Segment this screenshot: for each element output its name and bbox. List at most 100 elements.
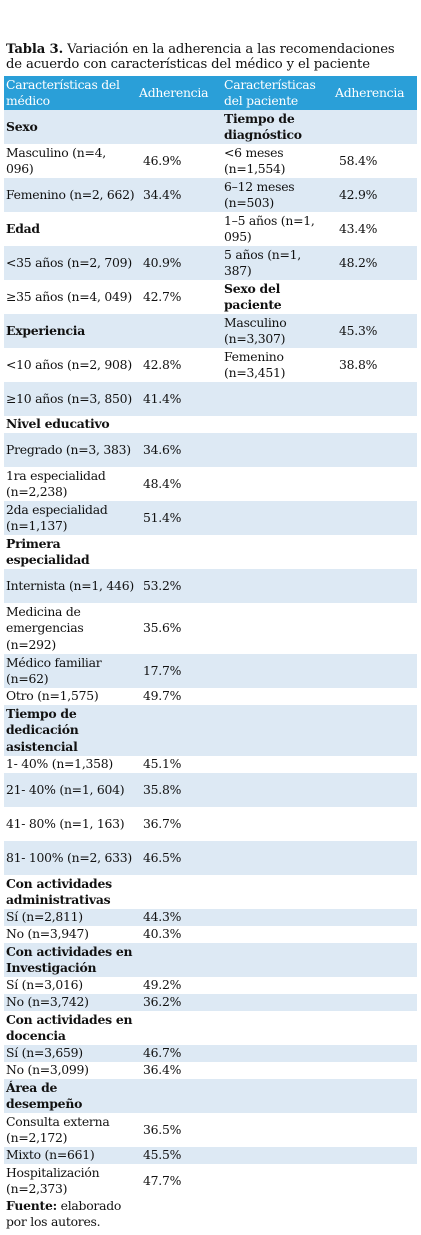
physician-characteristic-cell: Área de desempeño	[4, 1079, 137, 1113]
patient-characteristic-cell	[222, 773, 333, 807]
physician-adherence-cell	[137, 705, 222, 756]
patient-characteristic-cell	[222, 382, 333, 416]
physician-characteristic-cell: 81- 100% (n=2, 633)	[4, 841, 137, 875]
physician-characteristic-cell: <35 años (n=2, 709)	[4, 246, 137, 280]
patient-characteristic-cell: 1–5 años (n=1, 095)	[222, 212, 333, 246]
physician-characteristic-cell: ≥35 años (n=4, 049)	[4, 280, 137, 314]
patient-adherence-cell	[333, 467, 417, 501]
table-row: ≥10 años (n=3, 850) 41.4%	[4, 382, 417, 416]
patient-adherence-cell	[333, 280, 417, 314]
physician-characteristic-cell: Médico familiar (n=62)	[4, 654, 137, 688]
physician-adherence-cell	[137, 212, 222, 246]
physician-characteristic-cell: Sí (n=3,016)	[4, 977, 137, 994]
physician-adherence-cell	[137, 314, 222, 348]
patient-adherence-cell: 58.4%	[333, 144, 417, 178]
physician-adherence-cell: 36.4%	[137, 1062, 222, 1079]
patient-adherence-cell	[333, 807, 417, 841]
source-note: Fuente: elaborado por los autores.	[4, 1198, 137, 1232]
caption-text: Variación en la adherencia a las recomen…	[6, 42, 395, 72]
patient-characteristic-cell	[222, 501, 333, 535]
table-row: Consulta externa (n=2,172) 36.5%	[4, 1113, 417, 1147]
physician-characteristic-cell: Sexo	[4, 110, 137, 144]
physician-characteristic-cell: Hospitalización (n=2,373)	[4, 1164, 137, 1198]
patient-characteristic-cell	[222, 1062, 333, 1079]
patient-adherence-cell: 45.3%	[333, 314, 417, 348]
physician-characteristic-cell: 21- 40% (n=1, 604)	[4, 773, 137, 807]
patient-characteristic-cell	[222, 943, 333, 977]
patient-adherence-cell	[333, 569, 417, 603]
table-row: No (n=3,947) 40.3%	[4, 926, 417, 943]
table-row: Pregrado (n=3, 383) 34.6%	[4, 433, 417, 467]
table-row: Mixto (n=661) 45.5%	[4, 1147, 417, 1164]
physician-adherence-cell	[137, 416, 222, 433]
header-patient-characteristics: Características del paciente	[222, 76, 333, 110]
physician-adherence-cell: 35.8%	[137, 773, 222, 807]
patient-adherence-cell	[333, 1011, 417, 1045]
patient-adherence-cell	[333, 841, 417, 875]
patient-adherence-cell	[333, 756, 417, 773]
patient-characteristic-cell	[222, 841, 333, 875]
table-row: Experiencia Masculino (n=3,307) 45.3%	[4, 314, 417, 348]
table-row: Tiempo de dedicación asistencial	[4, 705, 417, 756]
physician-adherence-cell	[137, 875, 222, 909]
header-physician-adherence: Adherencia	[137, 76, 222, 110]
table-row: 21- 40% (n=1, 604) 35.8%	[4, 773, 417, 807]
table-row: Sí (n=2,811) 44.3%	[4, 909, 417, 926]
physician-characteristic-cell: Primera especialidad	[4, 535, 137, 569]
physician-adherence-cell: 42.8%	[137, 348, 222, 382]
patient-characteristic-cell	[222, 433, 333, 467]
physician-characteristic-cell: Tiempo de dedicación asistencial	[4, 705, 137, 756]
physician-adherence-cell: 48.4%	[137, 467, 222, 501]
patient-adherence-cell	[333, 1164, 417, 1198]
physician-characteristic-cell: Experiencia	[4, 314, 137, 348]
physician-adherence-cell: 45.1%	[137, 756, 222, 773]
physician-adherence-cell: 46.9%	[137, 144, 222, 178]
patient-characteristic-cell	[222, 1011, 333, 1045]
table-row: 41- 80% (n=1, 163) 36.7%	[4, 807, 417, 841]
patient-characteristic-cell	[222, 926, 333, 943]
physician-adherence-cell: 46.5%	[137, 841, 222, 875]
physician-adherence-cell: 53.2%	[137, 569, 222, 603]
patient-characteristic-cell	[222, 1164, 333, 1198]
patient-characteristic-cell: 5 años (n=1, 387)	[222, 246, 333, 280]
table-row: No (n=3,099) 36.4%	[4, 1062, 417, 1079]
table-row: 1- 40% (n=1,358) 45.1%	[4, 756, 417, 773]
patient-characteristic-cell	[222, 416, 333, 433]
patient-adherence-cell	[333, 688, 417, 705]
physician-adherence-cell: 34.4%	[137, 178, 222, 212]
physician-characteristic-cell: 1ra especialidad (n=2,238)	[4, 467, 137, 501]
physician-characteristic-cell: No (n=3,742)	[4, 994, 137, 1011]
physician-adherence-cell	[137, 535, 222, 569]
table-row: Con actividades administrativas	[4, 875, 417, 909]
patient-characteristic-cell	[222, 909, 333, 926]
patient-adherence-cell	[333, 909, 417, 926]
table-row: Con actividades en docencia	[4, 1011, 417, 1045]
patient-characteristic-cell	[222, 1113, 333, 1147]
physician-characteristic-cell: Nivel educativo	[4, 416, 137, 433]
empty-cell	[137, 1198, 222, 1232]
patient-characteristic-cell: <6 meses (n=1,554)	[222, 144, 333, 178]
physician-characteristic-cell: Internista (n=1, 446)	[4, 569, 137, 603]
patient-adherence-cell	[333, 416, 417, 433]
patient-characteristic-cell	[222, 1079, 333, 1113]
table-row: 81- 100% (n=2, 633) 46.5%	[4, 841, 417, 875]
table-row: Médico familiar (n=62) 17.7%	[4, 654, 417, 688]
patient-adherence-cell	[333, 705, 417, 756]
physician-adherence-cell: 49.7%	[137, 688, 222, 705]
physician-characteristic-cell: Con actividades en docencia	[4, 1011, 137, 1045]
physician-characteristic-cell: 1- 40% (n=1,358)	[4, 756, 137, 773]
physician-adherence-cell	[137, 110, 222, 144]
table-row: Medicina de emergencias (n=292) 35.6%	[4, 603, 417, 654]
table-row: 1ra especialidad (n=2,238) 48.4%	[4, 467, 417, 501]
physician-characteristic-cell: Edad	[4, 212, 137, 246]
table-body: Sexo Tiempo de diagnóstico Masculino (n=4,…	[4, 110, 417, 1232]
patient-adherence-cell: 38.8%	[333, 348, 417, 382]
patient-adherence-cell	[333, 773, 417, 807]
table-row: Sexo Tiempo de diagnóstico	[4, 110, 417, 144]
physician-characteristic-cell: ≥10 años (n=3, 850)	[4, 382, 137, 416]
table-row: <10 años (n=2, 908) 42.8% Femenino (n=3,45…	[4, 348, 417, 382]
physician-adherence-cell: 41.4%	[137, 382, 222, 416]
physician-adherence-cell: 17.7%	[137, 654, 222, 688]
physician-adherence-cell: 36.5%	[137, 1113, 222, 1147]
patient-characteristic-cell	[222, 875, 333, 909]
